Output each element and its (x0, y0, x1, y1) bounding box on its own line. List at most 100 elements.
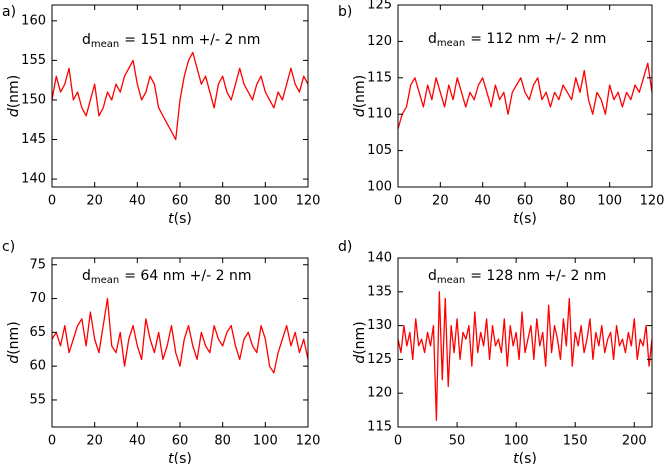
panel-label: b) (338, 4, 352, 20)
x-tick-label: 40 (129, 434, 146, 449)
y-tick-label: 70 (29, 291, 46, 306)
y-tick-label: 150 (21, 92, 46, 107)
x-tick-label: 0 (48, 194, 56, 209)
annotation: dmean = 112 nm +/- 2 nm (428, 31, 606, 49)
annotation-text: = 112 nm +/- 2 nm (470, 31, 606, 47)
x-tick-label: 20 (432, 194, 449, 209)
x-tick-label: 100 (253, 434, 278, 449)
x-tick-label: 40 (129, 194, 146, 209)
x-tick-label: 100 (253, 194, 278, 209)
annotation-symbol: d (428, 268, 437, 284)
x-axis-unit: (s) (174, 211, 192, 227)
x-tick-label: 150 (563, 434, 588, 449)
y-tick-label: 135 (367, 284, 392, 299)
x-tick-label: 60 (517, 194, 534, 209)
annotation: dmean = 151 nm +/- 2 nm (82, 32, 260, 50)
y-tick-label: 125 (367, 352, 392, 367)
y-axis-label: d(nm) (6, 321, 22, 363)
y-axis-unit: (nm) (6, 75, 22, 108)
y-axis-label: d(nm) (6, 75, 22, 117)
y-axis-label: d(nm) (352, 75, 368, 117)
data-line (51, 297, 309, 374)
y-tick-label: 105 (367, 143, 392, 158)
y-tick-label: 125 (367, 0, 392, 13)
x-tick-label: 80 (214, 194, 231, 209)
x-axis-label: t(s) (168, 451, 192, 464)
y-axis-unit: (nm) (352, 75, 368, 108)
annotation-text: = 64 nm +/- 2 nm (124, 268, 251, 284)
y-axis-variable: d (352, 355, 368, 364)
x-tick-label: 0 (48, 434, 56, 449)
data-line (51, 51, 309, 141)
annotation-subscript: mean (91, 275, 119, 286)
x-tick-label: 200 (622, 434, 647, 449)
x-axis-label: t(s) (513, 451, 537, 464)
y-axis-label: d(nm) (352, 321, 368, 363)
panel-label: c) (2, 239, 15, 255)
plot-frame (397, 257, 653, 428)
y-tick-label: 140 (21, 172, 46, 187)
x-tick-label: 80 (559, 194, 576, 209)
panel: a)0 20 40 60 80 100 120140145150155160t(s)d(nm… (2, 4, 320, 227)
x-tick-label: 0 (394, 194, 402, 209)
y-axis-variable: d (6, 355, 22, 364)
annotation-symbol: d (82, 32, 91, 48)
annotation-subscript: mean (91, 39, 119, 50)
y-tick-label: 55 (29, 392, 46, 407)
y-tick-label: 60 (29, 359, 46, 374)
x-tick-label: 20 (86, 194, 103, 209)
x-tick-label: 0 (394, 434, 402, 449)
x-axis-variable: t (513, 451, 519, 464)
data-line (397, 62, 653, 129)
x-tick-label: 80 (214, 434, 231, 449)
y-tick-label: 110 (367, 107, 392, 122)
panel: b) 0 20 40 60 80 100 120 100 105 110 115 120 125 t(s) d… (338, 0, 664, 227)
panel: d)0 50 100 150 200115120125130135140t(s)d(nm… (338, 239, 653, 467)
x-tick-label: 120 (296, 434, 321, 449)
x-tick-label: 60 (172, 194, 189, 209)
y-tick-label: 120 (367, 386, 392, 401)
y-axis-unit: (nm) (352, 321, 368, 354)
panel-label: d) (338, 239, 352, 255)
y-axis-variable: d (6, 108, 22, 117)
x-axis-unit: (s) (174, 451, 192, 464)
y-tick-label: 115 (367, 70, 392, 85)
x-tick-label: 120 (296, 194, 321, 209)
x-tick-label: 40 (474, 194, 491, 209)
annotation-text: = 151 nm +/- 2 nm (124, 32, 260, 48)
x-axis-label: t(s) (513, 211, 537, 227)
x-tick-label: 100 (597, 194, 622, 209)
y-tick-label: 65 (29, 325, 46, 340)
y-tick-label: 115 (367, 420, 392, 435)
y-tick-label: 145 (21, 132, 46, 147)
x-axis-variable: t (168, 211, 174, 227)
y-tick-label: 100 (367, 180, 392, 195)
x-axis-variable: t (168, 451, 174, 464)
x-tick-label: 20 (86, 434, 103, 449)
annotation-symbol: d (82, 268, 91, 284)
y-tick-label: 120 (367, 34, 392, 49)
x-tick-label: 60 (172, 434, 189, 449)
annotation-subscript: mean (437, 275, 465, 286)
x-axis-unit: (s) (519, 451, 537, 464)
annotation-symbol: d (428, 31, 437, 47)
annotation: dmean = 64 nm +/- 2 nm (82, 268, 251, 286)
x-tick-label: 120 (640, 194, 664, 209)
y-axis-variable: d (352, 108, 368, 117)
y-tick-label: 155 (21, 53, 46, 68)
y-tick-label: 130 (367, 318, 392, 333)
x-axis-unit: (s) (519, 211, 537, 227)
panel: c)0 20 40 60 80 100 1205560657075t(s)d(nm)dmea… (2, 239, 321, 467)
annotation-text: = 128 nm +/- 2 nm (470, 268, 606, 284)
y-tick-label: 140 (367, 251, 392, 266)
panel-label: a) (2, 4, 16, 20)
x-axis-label: t(s) (168, 211, 192, 227)
y-axis-unit: (nm) (6, 321, 22, 354)
y-tick-label: 160 (21, 13, 46, 28)
data-line (397, 291, 653, 421)
x-tick-label: 50 (449, 434, 466, 449)
y-tick-label: 75 (29, 257, 46, 272)
x-axis-variable: t (513, 211, 519, 227)
x-tick-label: 100 (504, 434, 529, 449)
